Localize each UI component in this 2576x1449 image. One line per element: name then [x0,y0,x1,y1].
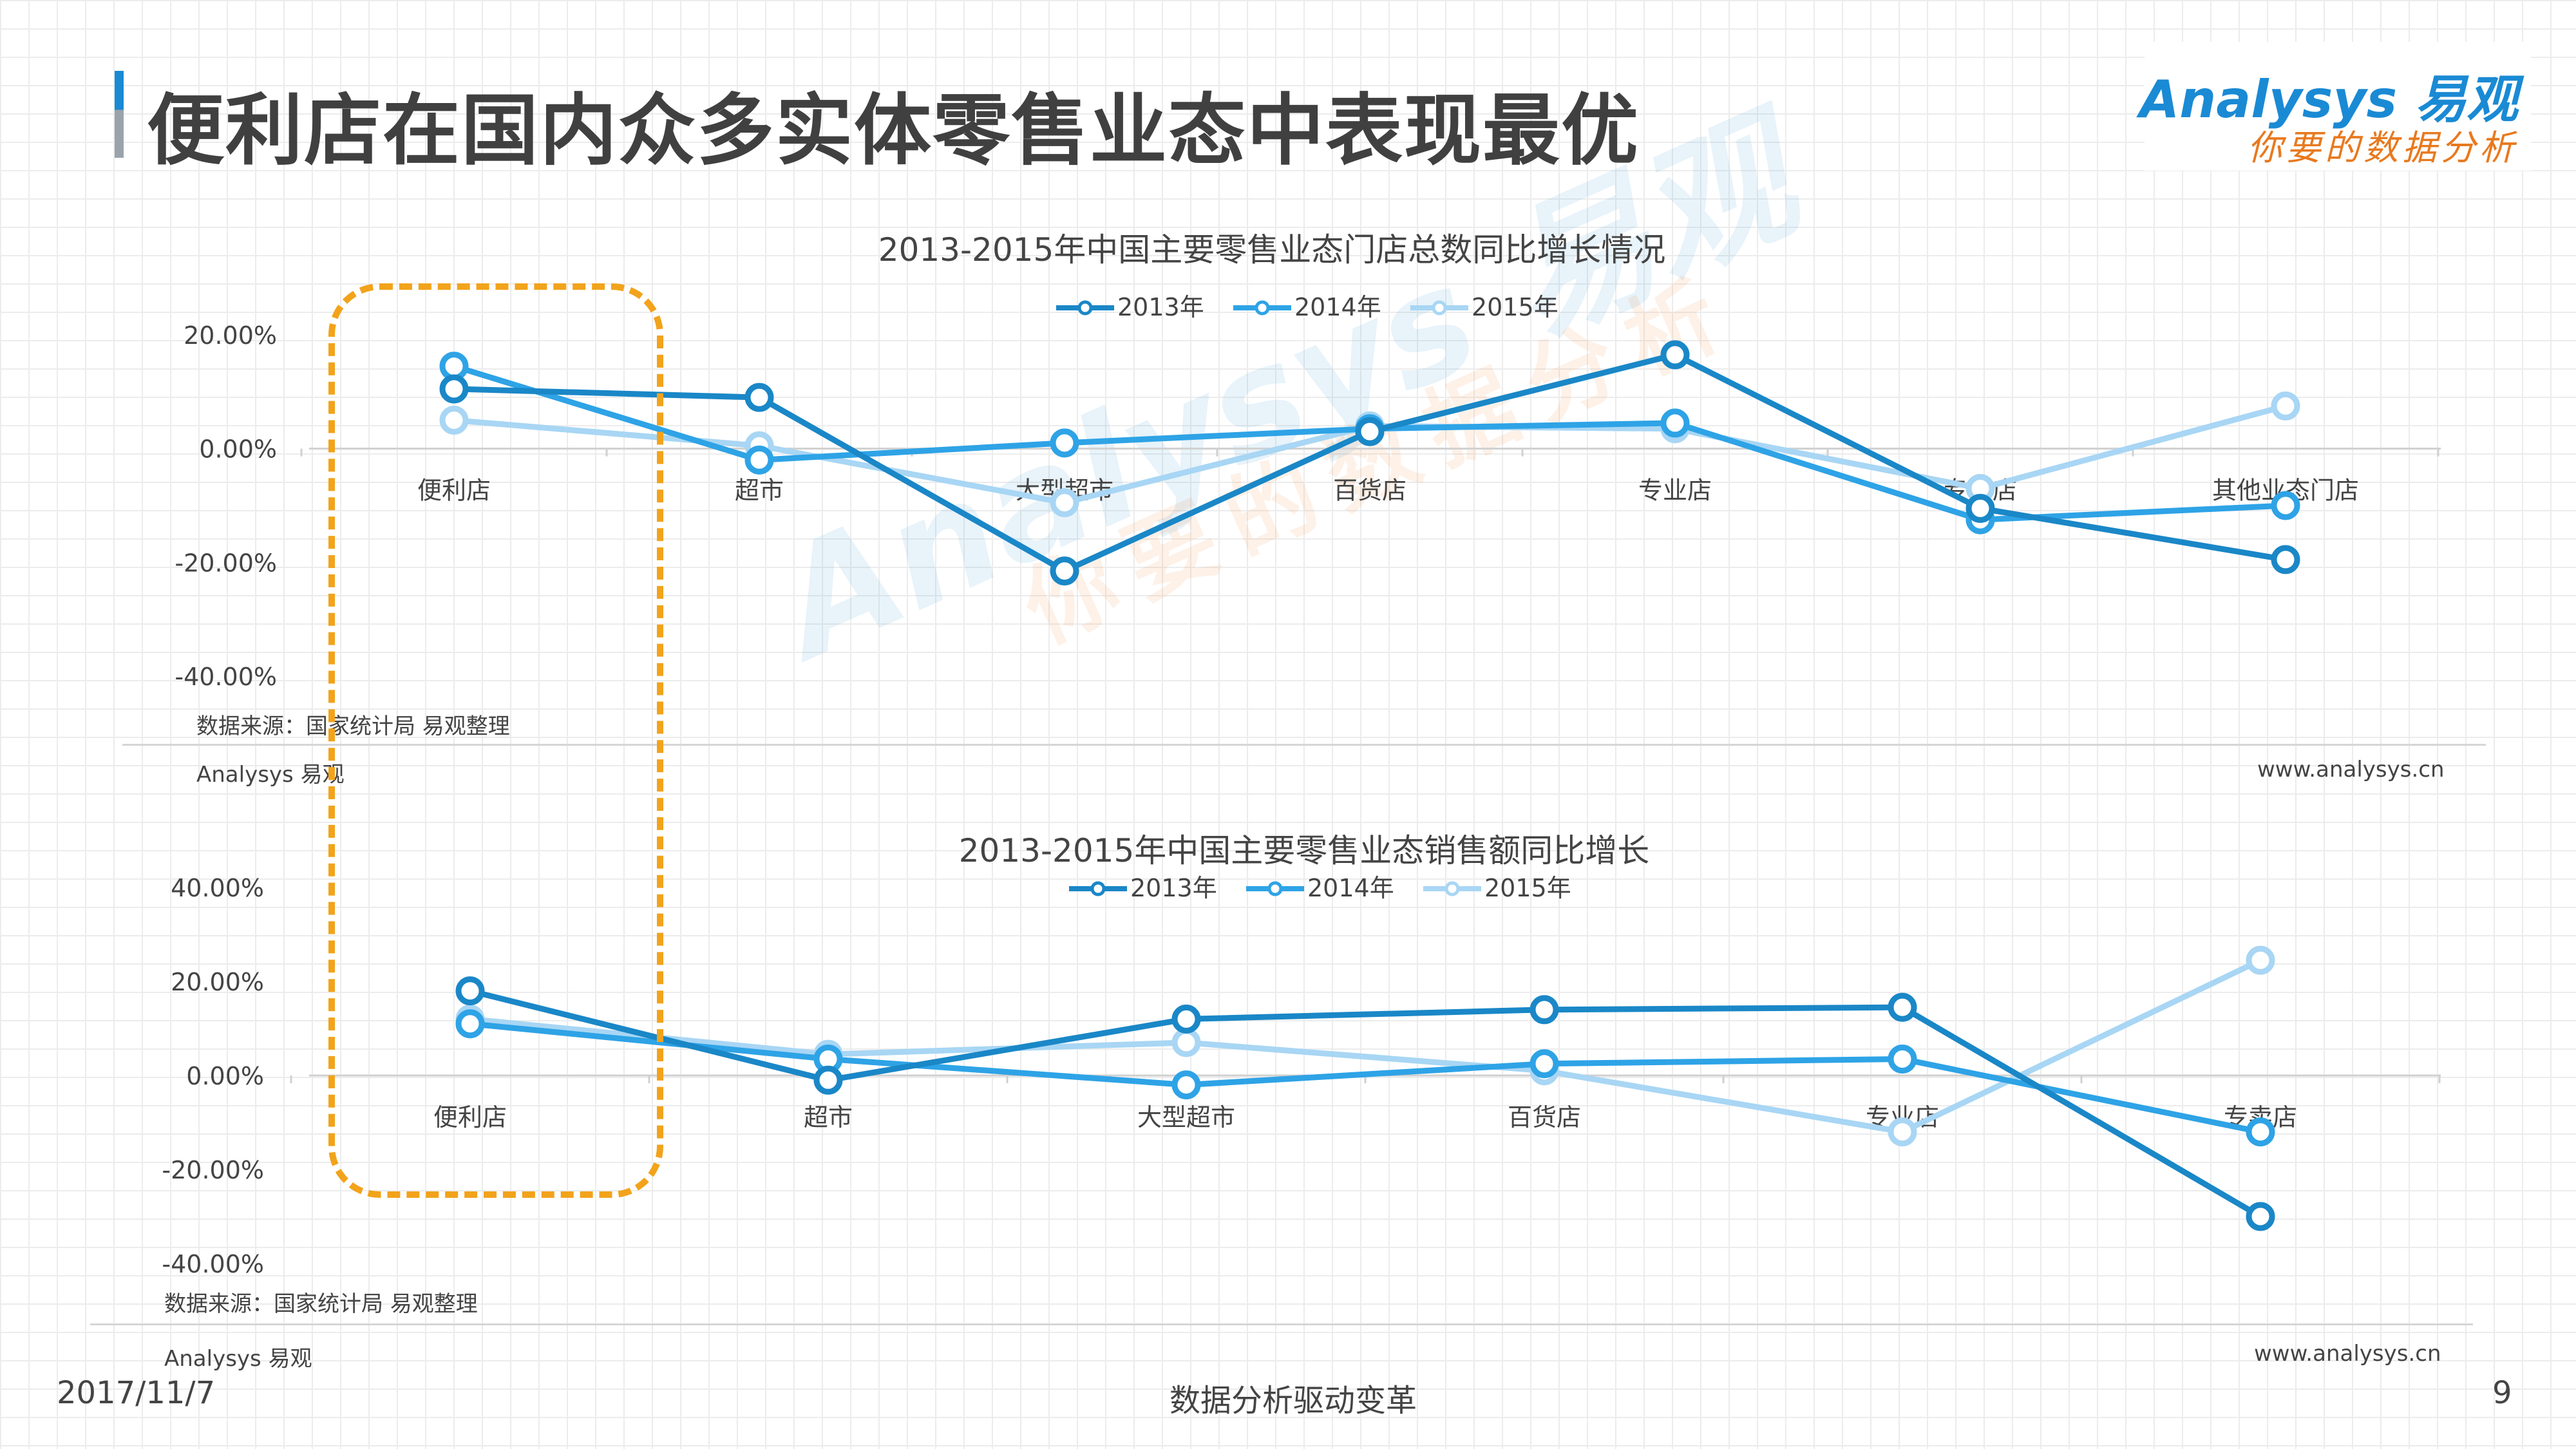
series-line-2014年 [469,1021,2261,1135]
category-label: 超市 [735,477,784,505]
legend-swatch-marker [1267,881,1283,896]
data-point [1660,408,1690,438]
data-point [1530,995,1559,1025]
data-point [1050,556,1079,586]
data-point [1355,417,1385,446]
legend-swatch-marker [1432,300,1447,316]
data-point [744,383,774,412]
y-tick-label: -40.00% [175,663,277,691]
logo-text: Analysys 易观 [2139,70,2518,129]
data-point [2246,1202,2275,1231]
chart-title: 2013-2015年中国主要零售业态门店总数同比增长情况 [878,231,1666,269]
legend-label: 2015年 [1472,293,1558,321]
chart2-brand-left: Analysys 易观 [164,1346,312,1372]
legend-swatch-marker [1444,881,1460,896]
data-point [439,406,469,435]
y-tick-label: -20.00% [162,1156,264,1184]
chart2-brand-right: www.analysys.cn [2254,1341,2441,1367]
data-point [455,976,485,1006]
analysys-logo: Analysys 易观 你要的数据分析 [2139,42,2531,171]
data-point [1171,1028,1201,1057]
data-point [1660,340,1690,370]
chart1-source: 数据来源：国家统计局 易观整理 [196,714,510,739]
y-tick-label: 40.00% [171,874,264,902]
data-point [1050,428,1079,458]
logo-tagline-rest: 要的数据分析 [2286,128,2518,168]
logo-tagline-orange: 你 [2248,128,2286,168]
y-tick-label: 20.00% [171,968,264,996]
series-line-2013年 [469,988,2262,1219]
chart-title: 2013-2015年中国主要零售业态销售额同比增长 [959,832,1650,869]
chart2-source: 数据来源：国家统计局 易观整理 [164,1291,478,1317]
data-point [439,374,469,404]
footer-date: 2017/11/7 [57,1375,216,1411]
data-point [2271,545,2300,574]
legend-label: 2015年 [1484,874,1571,902]
legend-swatch-marker [1077,300,1093,316]
category-label: 超市 [804,1103,853,1132]
data-point [1050,488,1079,518]
convenience-store-highlight-box [328,283,663,1198]
legend-label: 2014年 [1294,293,1381,321]
data-point [2271,391,2300,421]
y-tick-label: -40.00% [162,1250,264,1278]
data-point [1530,1049,1559,1079]
category-label: 百货店 [1333,477,1406,505]
store-count-growth-chart: 2013-2015年中国主要零售业态门店总数同比增长情况 20.00% 0.00% -… [175,231,2441,691]
chart1-divider [122,744,2486,746]
legend-label: 2013年 [1130,874,1217,902]
chart1-brand-left: Analysys 易观 [196,762,345,788]
chart1-brand-right: www.analysys.cn [2257,757,2445,782]
data-point [2246,1117,2275,1147]
legend-label: 2014年 [1307,874,1394,902]
legend-label: 2013年 [1117,293,1204,321]
y-tick-label: 0.00% [199,435,277,464]
data-point [1888,992,1917,1022]
data-point [1171,1004,1201,1034]
page-number: 9 [2492,1375,2512,1411]
category-label: 百货店 [1508,1103,1581,1132]
title-accent-bar [115,71,124,158]
y-tick-label: 0.00% [186,1062,264,1090]
data-point [1965,493,1995,523]
category-label: 便利店 [433,1103,507,1132]
logo-tagline: 你要的数据分析 [2248,119,2518,170]
data-point [744,445,774,475]
y-tick-label: -20.00% [175,549,277,577]
legend-swatch-marker [1090,881,1106,896]
legend-swatch-marker [1255,300,1270,316]
category-label: 大型超市 [1137,1103,1235,1132]
data-point [1888,1044,1917,1074]
data-point [2246,945,2275,975]
category-label: 便利店 [417,477,491,505]
data-point [2271,491,2300,520]
data-point [1171,1070,1201,1100]
footer-slogan: 数据分析驱动变革 [1170,1383,1417,1419]
data-point [1888,1117,1917,1147]
data-point [813,1065,843,1095]
category-label: 专业店 [1638,477,1712,505]
page-title: 便利店在国内众多实体零售业态中表现最优 [147,86,1640,176]
series-line-2015年 [469,958,2262,1135]
chart2-divider [90,1323,2473,1325]
data-point [455,1009,485,1039]
y-tick-label: 20.00% [184,321,277,350]
